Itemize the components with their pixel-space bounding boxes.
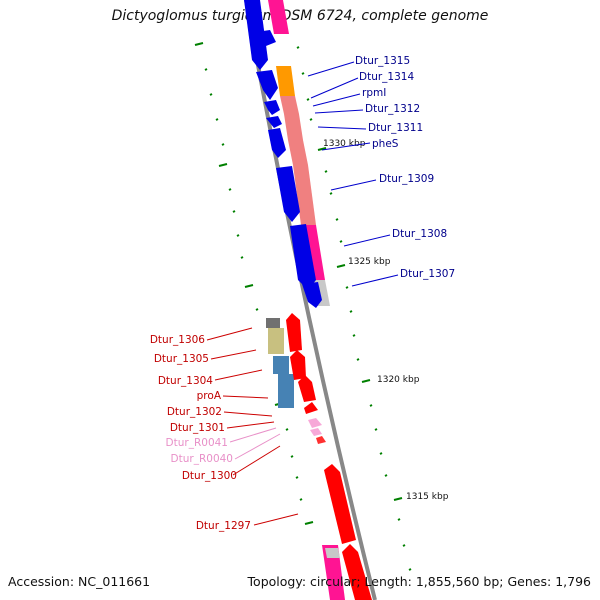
rna-genes <box>308 418 322 436</box>
genes-label: Genes: <box>507 574 552 589</box>
accession-value: NC_011661 <box>78 574 151 589</box>
length-value: 1,855,560 bp <box>415 574 500 589</box>
label-dtur-1302: Dtur_1302 <box>167 406 222 418</box>
label-dtur-1307: Dtur_1307 <box>400 268 455 280</box>
label-dtur-1301: Dtur_1301 <box>170 422 225 434</box>
label-dtur-1300: Dtur_1300 <box>182 470 237 482</box>
label-dtur-1312: Dtur_1312 <box>365 103 420 115</box>
label-dtur-r0041: Dtur_R0041 <box>166 437 228 449</box>
label-dtur-r0040: Dtur_R0040 <box>171 453 233 465</box>
label-dtur-1304: Dtur_1304 <box>158 375 213 387</box>
map-title: Dictyoglomus turgidum DSM 6724, complete… <box>111 8 489 24</box>
accession-label: Accession: <box>8 574 75 589</box>
topology-label: Topology: <box>247 574 307 589</box>
scale-label-1330: 1330 kbp <box>323 139 366 149</box>
genome-stats: Topology: circular; Length: 1,855,560 bp… <box>247 574 591 589</box>
genes-value: 1,796 <box>555 574 591 589</box>
scale-label-1315: 1315 kbp <box>406 492 449 502</box>
label-dtur-1297: Dtur_1297 <box>196 520 251 532</box>
accession-info: Accession: NC_011661 <box>8 574 150 589</box>
length-label: Length: <box>364 574 412 589</box>
scale-ticks <box>194 42 412 571</box>
cog-bars-reverse <box>266 318 345 600</box>
forward-leaders <box>307 61 399 287</box>
topology-value: circular <box>310 574 357 589</box>
small-red-gene <box>316 436 326 444</box>
label-dtur-1314: Dtur_1314 <box>359 71 414 83</box>
forward-genes <box>244 0 322 308</box>
label-dtur-1306: Dtur_1306 <box>150 334 205 346</box>
label-rpmi: rpmI <box>362 87 386 99</box>
label-proa: proA <box>197 390 222 402</box>
scale-label-1320: 1320 kbp <box>377 375 420 385</box>
label-dtur-1315: Dtur_1315 <box>355 55 410 67</box>
reverse-leaders <box>206 327 299 526</box>
label-phes: pheS <box>372 138 399 150</box>
scale-label-1325: 1325 kbp <box>348 257 391 267</box>
label-dtur-1308: Dtur_1308 <box>392 228 447 240</box>
label-dtur-1305: Dtur_1305 <box>154 353 209 365</box>
rna-leaders <box>229 427 281 460</box>
label-dtur-1311: Dtur_1311 <box>368 122 423 134</box>
reverse-genes <box>286 313 372 600</box>
label-dtur-1309: Dtur_1309 <box>379 173 434 185</box>
